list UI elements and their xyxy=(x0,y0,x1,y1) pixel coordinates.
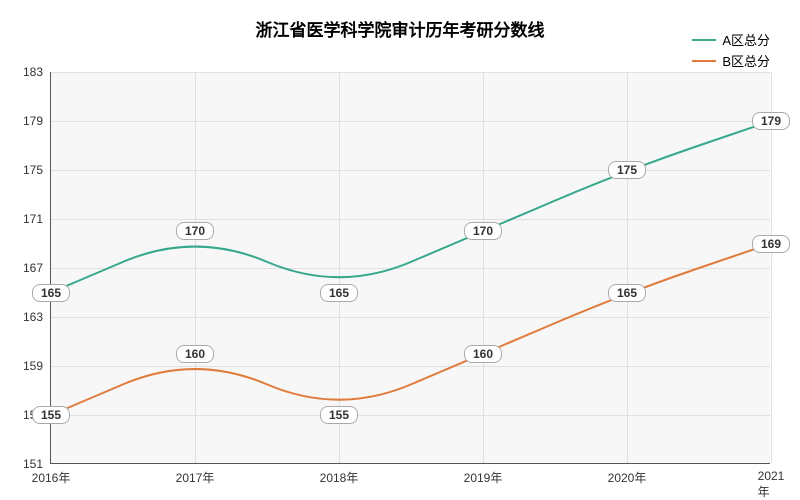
series-line xyxy=(51,121,771,293)
data-label: 179 xyxy=(752,112,790,130)
chart-container: 浙江省医学科学院审计历年考研分数线 A区总分 B区总分 151155159163… xyxy=(0,0,800,500)
data-label: 175 xyxy=(608,161,646,179)
data-label: 170 xyxy=(464,222,502,240)
y-tick-label: 163 xyxy=(23,310,51,324)
data-label: 165 xyxy=(32,284,70,302)
data-label: 160 xyxy=(464,345,502,363)
y-tick-label: 175 xyxy=(23,163,51,177)
x-tick-label: 2020年 xyxy=(608,463,647,486)
legend: A区总分 B区总分 xyxy=(692,30,770,72)
x-tick-label: 2021年 xyxy=(758,463,785,500)
series-line xyxy=(51,244,771,416)
y-tick-label: 167 xyxy=(23,261,51,275)
data-label: 160 xyxy=(176,345,214,363)
vgrid-line xyxy=(771,72,772,463)
data-label: 155 xyxy=(32,406,70,424)
data-label: 170 xyxy=(176,222,214,240)
y-tick-label: 171 xyxy=(23,212,51,226)
lines-svg xyxy=(51,72,771,464)
chart-title: 浙江省医学科学院审计历年考研分数线 xyxy=(0,16,800,41)
legend-swatch-b xyxy=(692,60,716,62)
data-label: 165 xyxy=(320,284,358,302)
legend-item-a: A区总分 xyxy=(692,30,770,49)
plot-area: 1511551591631671711751791832016年2017年201… xyxy=(50,72,770,464)
y-tick-label: 179 xyxy=(23,114,51,128)
x-tick-label: 2016年 xyxy=(32,463,71,486)
data-label: 155 xyxy=(320,406,358,424)
data-label: 165 xyxy=(608,284,646,302)
y-tick-label: 183 xyxy=(23,65,51,79)
legend-item-b: B区总分 xyxy=(692,51,770,70)
legend-swatch-a xyxy=(692,39,716,41)
x-tick-label: 2018年 xyxy=(320,463,359,486)
legend-label-a: A区总分 xyxy=(722,30,770,49)
legend-label-b: B区总分 xyxy=(722,51,770,70)
x-tick-label: 2017年 xyxy=(176,463,215,486)
data-label: 169 xyxy=(752,235,790,253)
x-tick-label: 2019年 xyxy=(464,463,503,486)
y-tick-label: 159 xyxy=(23,359,51,373)
